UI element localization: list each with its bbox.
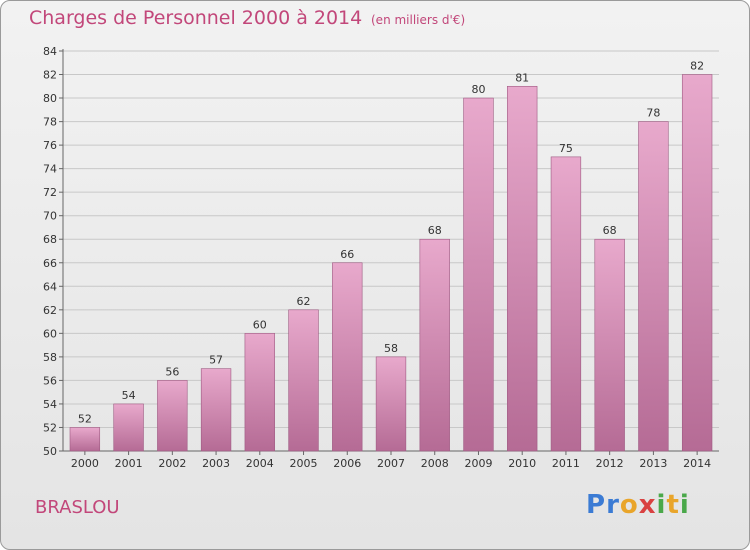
y-tick-label: 78: [43, 116, 57, 129]
bar: [69, 427, 101, 452]
data-label: 62: [297, 295, 311, 308]
bar: [419, 238, 450, 452]
chart-subtitle: (en milliers d'€): [371, 13, 466, 27]
x-tick-label: 2001: [115, 457, 143, 470]
bar: [681, 74, 713, 452]
bar: [332, 262, 363, 452]
y-tick-label: 70: [43, 210, 57, 223]
x-tick-label: 2010: [508, 457, 536, 470]
data-label: 54: [122, 389, 136, 402]
logo-letter: i: [679, 490, 690, 520]
bar: [200, 368, 232, 452]
data-label: 57: [209, 354, 223, 367]
y-tick-label: 84: [43, 45, 57, 58]
x-tick-label: 2003: [202, 457, 230, 470]
data-label: 78: [646, 107, 660, 120]
data-label: 58: [384, 342, 398, 355]
x-tick-label: 2004: [246, 457, 274, 470]
y-tick-label: 50: [43, 445, 57, 458]
x-tick-label: 2011: [552, 457, 580, 470]
data-label: 82: [690, 60, 704, 73]
bar: [375, 356, 407, 452]
data-label: 81: [515, 71, 529, 84]
y-tick-label: 58: [43, 351, 57, 364]
chart-title: Charges de Personnel 2000 à 2014: [29, 7, 363, 29]
logo-letter: P: [586, 490, 607, 520]
data-label: 80: [471, 83, 485, 96]
logo-letter: t: [666, 490, 680, 520]
x-tick-label: 2013: [639, 457, 667, 470]
logo-letter: r: [606, 490, 620, 520]
bar: [244, 333, 275, 452]
logo-letter: x: [638, 490, 657, 520]
y-tick-label: 64: [43, 280, 57, 293]
x-tick-label: 2000: [71, 457, 99, 470]
y-tick-label: 72: [43, 186, 57, 199]
logo-letter: i: [656, 490, 667, 520]
data-label: 56: [165, 365, 179, 378]
bar: [507, 85, 538, 452]
y-tick-label: 60: [43, 327, 57, 340]
data-label: 68: [428, 224, 442, 237]
y-tick-label: 68: [43, 233, 57, 246]
x-tick-label: 2002: [158, 457, 186, 470]
data-label: 52: [78, 412, 92, 425]
x-tick-label: 2012: [596, 457, 624, 470]
y-tick-label: 66: [43, 257, 57, 270]
data-label: 75: [559, 142, 573, 155]
y-tick-label: 82: [43, 69, 57, 82]
y-tick-label: 54: [43, 398, 57, 411]
bar: [550, 156, 582, 452]
y-tick-label: 74: [43, 163, 57, 176]
x-tick-label: 2009: [464, 457, 492, 470]
x-tick-label: 2014: [683, 457, 711, 470]
proxiti-logo: Proxiti: [586, 490, 690, 520]
logo-letter: o: [619, 490, 639, 520]
x-tick-label: 2005: [290, 457, 318, 470]
bar: [638, 121, 669, 452]
data-label: 66: [340, 248, 354, 261]
bar: [113, 403, 144, 452]
bar: [157, 380, 188, 452]
y-tick-label: 62: [43, 304, 57, 317]
commune-name: BRASLOU: [35, 497, 120, 518]
bar: [288, 309, 319, 452]
y-tick-label: 52: [43, 421, 57, 434]
y-tick-label: 56: [43, 374, 57, 387]
bar: [594, 238, 625, 452]
bar: [463, 97, 494, 452]
data-label: 60: [253, 318, 267, 331]
x-tick-label: 2007: [377, 457, 405, 470]
x-tick-label: 2006: [333, 457, 361, 470]
x-tick-label: 2008: [421, 457, 449, 470]
y-tick-label: 80: [43, 92, 57, 105]
data-label: 68: [603, 224, 617, 237]
y-tick-label: 76: [43, 139, 57, 152]
